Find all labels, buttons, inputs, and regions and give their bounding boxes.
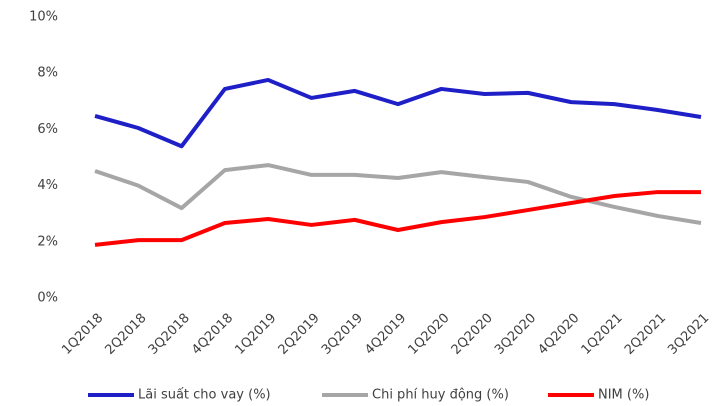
series-line: [94, 190, 701, 247]
x-tick-label: 2Q2020: [449, 311, 496, 358]
x-tick-label: 3Q2018: [146, 311, 193, 358]
y-tick-label: 8%: [37, 66, 58, 81]
x-tick-label: 3Q2021: [665, 311, 712, 358]
x-tick-label: 3Q2020: [492, 311, 539, 358]
series-line: [94, 163, 702, 225]
legend-label: NIM (%): [598, 388, 649, 403]
x-tick-label: 2Q2021: [622, 311, 669, 358]
legend-label: Chi phí huy động (%): [372, 388, 509, 403]
y-tick-label: 2%: [37, 234, 58, 249]
x-tick-label: 1Q2019: [232, 311, 279, 358]
y-tick-label: 0%: [37, 291, 58, 306]
x-tick-label: 4Q2018: [189, 311, 236, 358]
legend-label: Lãi suất cho vay (%): [138, 388, 271, 403]
x-tick-label: 4Q2019: [362, 311, 409, 358]
y-tick-label: 4%: [37, 178, 58, 193]
series-line: [94, 77, 702, 149]
y-tick-label: 10%: [29, 10, 58, 25]
x-tick-label: 2Q2018: [103, 311, 150, 358]
y-tick-label: 6%: [37, 122, 58, 137]
x-tick-label: 1Q2018: [59, 311, 106, 358]
x-tick-label: 3Q2019: [319, 311, 366, 358]
x-tick-label: 4Q2020: [535, 311, 582, 358]
x-tick-label: 1Q2021: [579, 311, 626, 358]
x-tick-label: 2Q2019: [276, 311, 323, 358]
x-tick-label: 1Q2020: [406, 311, 453, 358]
